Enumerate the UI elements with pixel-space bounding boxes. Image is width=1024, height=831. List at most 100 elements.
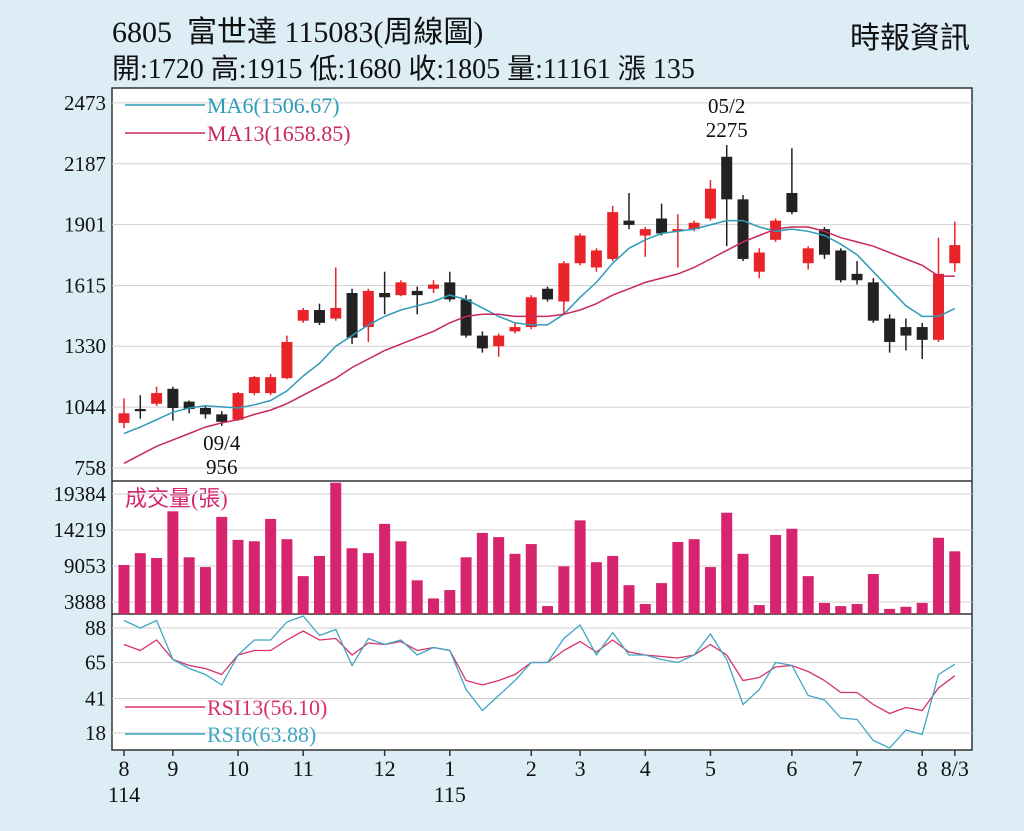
volume-bar xyxy=(933,537,944,614)
volume-bar xyxy=(688,539,700,614)
volume-bar xyxy=(199,567,211,614)
y-tick-label: 2473 xyxy=(64,91,106,115)
volume-bar xyxy=(216,516,228,614)
legend-label: MA13(1658.85) xyxy=(207,121,351,146)
candle-body xyxy=(281,341,293,379)
volume-bar xyxy=(737,553,749,614)
source: 時報資訊 xyxy=(850,22,970,55)
volume-bar xyxy=(395,541,407,614)
candle-body xyxy=(216,414,228,422)
candle-body xyxy=(623,220,635,225)
y-tick-label: 3888 xyxy=(64,590,106,614)
candle-body xyxy=(916,327,928,340)
volume-bar xyxy=(704,567,716,614)
volume-bar xyxy=(802,576,814,614)
candle-body xyxy=(933,273,944,340)
volume-bar xyxy=(444,590,456,614)
y-tick-label: 41 xyxy=(85,687,106,711)
annotation-date: 05/2 xyxy=(708,94,745,118)
y-tick-label: 9053 xyxy=(64,554,106,578)
candle-body xyxy=(297,310,309,321)
volume-bar xyxy=(460,557,472,614)
candle-body xyxy=(590,250,602,268)
candle-body xyxy=(183,401,195,410)
y-tick-label: 65 xyxy=(85,650,106,674)
volume-bar xyxy=(493,537,505,614)
volume-bar xyxy=(770,535,782,614)
candle-body xyxy=(818,229,830,255)
candle-body xyxy=(151,393,163,404)
y-tick-label: 1615 xyxy=(64,274,106,298)
x-tick-label: 11 xyxy=(293,756,314,781)
volume-bar xyxy=(297,576,309,614)
volume-bar xyxy=(167,511,179,614)
volume-bar xyxy=(428,598,440,614)
candle-body xyxy=(737,199,749,259)
candle-body xyxy=(753,252,765,272)
candle-body xyxy=(574,235,586,264)
candle-body xyxy=(460,299,472,336)
candle-body xyxy=(493,335,505,347)
x-tick-label: 8 xyxy=(917,756,928,781)
legend-label: MA6(1506.67) xyxy=(207,93,340,118)
candle-body xyxy=(199,407,211,415)
volume-bar xyxy=(542,606,554,614)
candle-body xyxy=(884,318,896,342)
volume-bar xyxy=(558,566,570,614)
candle-body xyxy=(525,297,537,328)
candle-body xyxy=(949,245,961,264)
volume-bar xyxy=(134,553,146,614)
volume-bar xyxy=(835,606,847,614)
candle-body xyxy=(118,413,130,423)
x-tick-label: 8 xyxy=(119,756,130,781)
volume-bar xyxy=(639,604,651,614)
candle-body xyxy=(656,218,668,234)
legend-label: RSI13(56.10) xyxy=(207,695,327,720)
x-year-label: 115 xyxy=(434,782,466,807)
candle-body xyxy=(265,377,277,394)
candle-body xyxy=(330,307,342,319)
volume-bar xyxy=(900,606,912,614)
volume-bar xyxy=(265,518,277,614)
candle-body xyxy=(248,377,260,394)
candle-body xyxy=(379,293,391,298)
candle-body xyxy=(232,393,244,420)
candle-body xyxy=(444,282,456,300)
x-tick-label: 10 xyxy=(227,756,249,781)
volume-bar xyxy=(118,564,130,614)
y-tick-label: 2187 xyxy=(64,152,106,176)
candle-body xyxy=(313,310,325,323)
candle-body xyxy=(786,192,798,213)
volume-title: 成交量(張) xyxy=(125,486,228,511)
annotation-date: 09/4 xyxy=(203,431,241,455)
candle-body xyxy=(770,220,782,240)
candle-body xyxy=(688,222,700,230)
chart-title: 6805 富世達 115083(周線圖) xyxy=(112,16,483,49)
volume-bar xyxy=(623,585,635,614)
volume-bar xyxy=(721,512,733,614)
volume-bar xyxy=(818,602,830,614)
annotation-value: 956 xyxy=(206,455,238,479)
y-tick-label: 1044 xyxy=(64,395,107,419)
volume-bar xyxy=(949,551,961,614)
volume-bar xyxy=(851,604,863,614)
candle-body xyxy=(672,229,684,232)
volume-bar xyxy=(281,539,293,614)
candle-body xyxy=(639,229,651,236)
volume-bar xyxy=(346,548,358,614)
candle-body xyxy=(607,212,619,259)
candle-body xyxy=(395,282,407,296)
candle-body xyxy=(476,335,488,349)
y-tick-label: 14219 xyxy=(54,518,107,542)
volume-bar xyxy=(330,482,342,614)
line-series xyxy=(123,615,956,749)
annotation-value: 2275 xyxy=(706,118,748,142)
volume-bar xyxy=(183,557,195,614)
x-tick-label: 5 xyxy=(705,756,716,781)
x-tick-label: 8/3 xyxy=(941,756,969,781)
candle-body xyxy=(851,273,863,281)
x-tick-label: 1 xyxy=(444,756,455,781)
volume-bar xyxy=(411,580,423,614)
candle-body xyxy=(428,284,440,289)
